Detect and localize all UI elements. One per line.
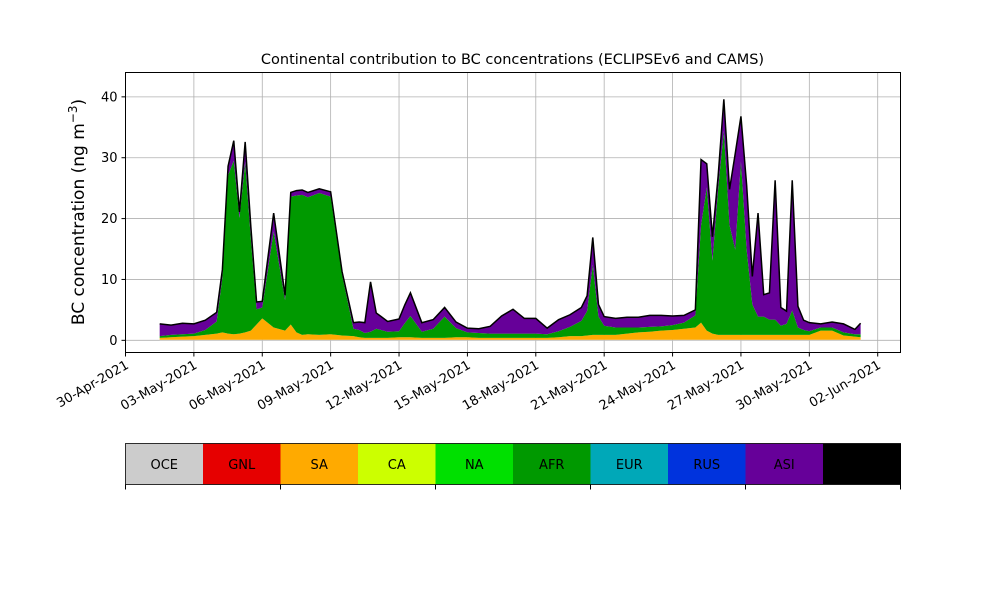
y-axis-label-main: BC concentration (ng m [69, 123, 89, 325]
plot-frame [125, 72, 901, 353]
x-tick-label: 21-May-2021 [528, 358, 610, 414]
x-tick-label: 15-May-2021 [392, 358, 474, 414]
colorbar-swatch-afr [513, 443, 591, 485]
x-tick-label: 18-May-2021 [460, 358, 542, 414]
colorbar-swatch-ca [358, 443, 436, 485]
colorbar-swatch-sa [280, 443, 359, 485]
chart-title: Continental contribution to BC concentra… [261, 52, 764, 68]
x-tick-label: 02-Jun-2021 [807, 358, 884, 411]
x-tick-label: 09-May-2021 [255, 358, 337, 414]
y-axis-ticks: 0 10 20 30 40 [101, 90, 126, 349]
colorbar-swatch-eur [590, 443, 669, 485]
x-axis-ticks: 30-Apr-202103-May-202106-May-202109-May-… [54, 352, 884, 414]
colorbar-swatch-gnl [203, 443, 281, 485]
colorbar-label-rus: RUS [693, 458, 720, 473]
colorbar-swatch-na [435, 443, 514, 485]
colorbar-frame [125, 443, 901, 485]
x-tick-label: 03-May-2021 [118, 358, 200, 414]
region-colorbar: OCE GNL SA CA NA AFR EUR RUS ASI AUS [125, 443, 901, 490]
y-axis-label-close: ) [69, 99, 89, 106]
colorbar-label-afr: AFR [539, 458, 564, 473]
area-series-afr [159, 130, 861, 338]
colorbar-swatch-aus [823, 443, 901, 485]
y-axis-label-exponent: −3 [66, 105, 80, 123]
y-tick-label: 40 [101, 90, 118, 105]
colorbar-label-na: NA [465, 458, 484, 473]
total-outline [159, 99, 862, 331]
y-tick-label: 0 [109, 334, 117, 349]
x-tick-label: 12-May-2021 [323, 358, 405, 414]
colorbar-label-oce: OCE [150, 458, 178, 473]
y-tick-label: 30 [101, 151, 118, 166]
colorbar-label-sa: SA [311, 458, 328, 473]
colorbar-label-eur: EUR [616, 458, 643, 473]
colorbar-label-gnl: GNL [228, 458, 256, 473]
stacked-areas [159, 99, 861, 341]
y-axis-label: BC concentration (ng m−3) [66, 99, 89, 325]
colorbar-swatch-oce [125, 443, 204, 485]
x-tick-label: 06-May-2021 [187, 358, 269, 414]
colorbar-label-ca: CA [388, 458, 406, 473]
colorbar-swatch-rus [668, 443, 746, 485]
x-tick-label: 27-May-2021 [665, 358, 747, 414]
x-tick-label: 24-May-2021 [597, 358, 679, 414]
colorbar-label-asi: ASI [774, 458, 795, 473]
colorbar-label-aus: AUS [848, 458, 875, 473]
area-series-sa [159, 318, 861, 340]
area-series-asi [159, 99, 861, 337]
area-series-oce [159, 339, 861, 341]
y-tick-label: 10 [101, 273, 118, 288]
colorbar-swatch-asi [745, 443, 824, 485]
x-tick-label: 30-May-2021 [734, 358, 816, 414]
y-tick-label: 20 [101, 212, 118, 227]
